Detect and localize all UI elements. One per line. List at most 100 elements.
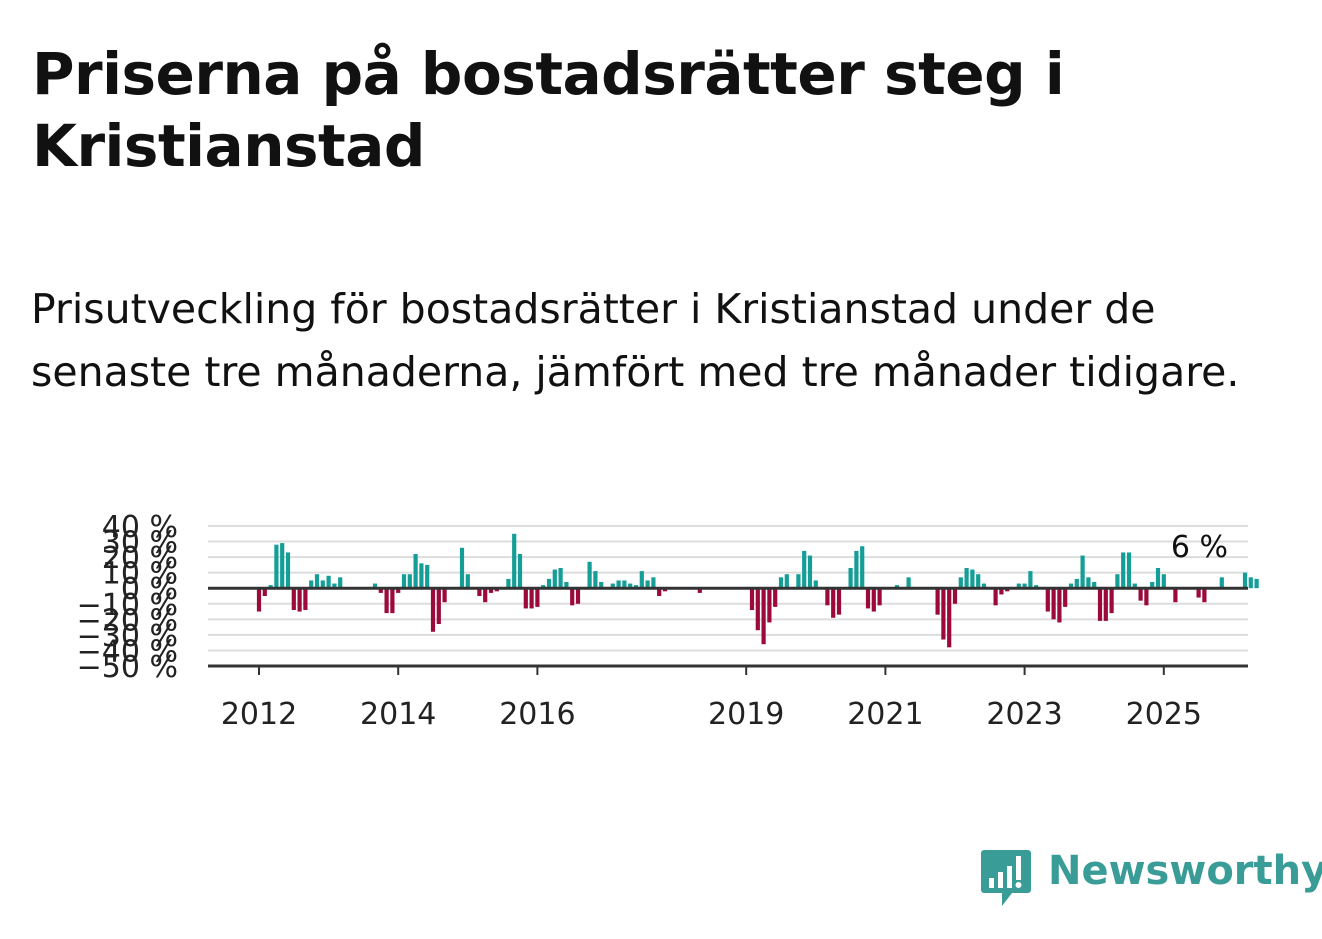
y-tick-label: −20 % — [77, 603, 178, 638]
bar — [1173, 588, 1178, 603]
bar — [1022, 583, 1027, 589]
bar — [465, 574, 470, 589]
bar — [993, 588, 998, 606]
bar — [877, 588, 882, 606]
y-tick-label: 10 % — [102, 557, 178, 592]
bar — [941, 588, 946, 640]
bar — [610, 583, 615, 589]
bar — [999, 588, 1004, 595]
bar — [778, 577, 784, 589]
bar — [947, 588, 952, 648]
bar — [1196, 588, 1201, 598]
bar — [575, 588, 581, 604]
bar — [419, 563, 424, 589]
bar — [906, 577, 911, 589]
bar — [1109, 588, 1114, 614]
x-axis: 2012 2014 2016 2019 2021 2023 2025 — [221, 666, 1202, 732]
bar — [309, 580, 314, 589]
bar — [517, 554, 523, 589]
bar — [274, 544, 279, 589]
bar — [662, 588, 668, 592]
bar — [1126, 552, 1132, 589]
bar — [541, 585, 546, 589]
bar — [639, 571, 644, 589]
bar — [1121, 552, 1126, 589]
y-tick-label: 40 % — [102, 510, 178, 545]
bar — [558, 568, 563, 589]
bar — [378, 588, 383, 593]
bar — [802, 550, 807, 589]
bar — [529, 588, 534, 609]
bar — [477, 588, 482, 596]
bar — [459, 547, 465, 589]
newsworthy-logo-icon — [981, 850, 1031, 906]
bar — [285, 552, 291, 589]
bar — [1138, 588, 1143, 601]
bar — [494, 588, 499, 592]
bar — [1028, 571, 1033, 589]
y-axis-labels: 40 %30 %20 %10 %0 %−10 %−20 %−30 %−40 %−… — [77, 510, 178, 685]
x-tick-label: 2019 — [708, 697, 784, 732]
bar — [413, 554, 418, 589]
bar — [622, 580, 627, 589]
bar — [1132, 583, 1137, 589]
bar — [1150, 582, 1155, 589]
bar — [291, 588, 296, 610]
bar — [981, 583, 987, 589]
bar — [1051, 588, 1056, 620]
bar — [761, 588, 766, 645]
y-tick-label: −10 % — [77, 588, 178, 623]
bar — [407, 574, 412, 589]
bar — [697, 588, 702, 593]
bar — [831, 588, 836, 618]
x-tick-label: 2016 — [499, 697, 575, 732]
bar — [303, 588, 308, 610]
bar — [262, 588, 267, 596]
bar — [599, 582, 604, 589]
bar — [1063, 588, 1068, 607]
bar — [749, 588, 755, 610]
bar — [320, 580, 325, 589]
bar — [512, 533, 517, 589]
bar — [1097, 588, 1103, 621]
bar — [1161, 574, 1166, 589]
bar — [773, 588, 778, 607]
bar — [1045, 588, 1050, 612]
bar — [384, 588, 389, 614]
bar — [593, 571, 598, 589]
bar — [970, 569, 975, 589]
x-tick-label: 2021 — [847, 697, 923, 732]
bar — [1057, 588, 1062, 623]
bar — [807, 555, 813, 589]
bar — [813, 580, 818, 589]
bar — [570, 588, 575, 606]
bar — [958, 577, 963, 589]
bar — [616, 580, 621, 589]
bar — [755, 588, 760, 631]
bar — [645, 580, 650, 589]
bar — [1155, 568, 1161, 589]
bar — [332, 583, 337, 589]
bar — [1005, 588, 1010, 592]
bar — [1016, 583, 1021, 589]
x-tick-label: 2012 — [221, 697, 297, 732]
bar — [836, 588, 842, 615]
page-subtitle: Prisutveckling för bostadsrätter i Krist… — [31, 285, 1240, 396]
last-value-label: 6 % — [1171, 530, 1228, 565]
bar — [1103, 588, 1108, 621]
bar — [1034, 585, 1039, 589]
bar — [314, 574, 320, 589]
brand-name: Newsworthy — [1048, 848, 1322, 894]
page-title: Priserna på bostadsrätter steg i Kristia… — [32, 40, 1065, 180]
bar — [546, 578, 552, 589]
bar — [952, 588, 958, 604]
bar — [401, 574, 407, 589]
bar — [628, 583, 633, 589]
y-tick-label: 0 % — [121, 572, 178, 607]
bar — [268, 585, 273, 589]
bar — [1068, 583, 1074, 589]
bar — [1074, 578, 1079, 589]
bar — [1248, 577, 1253, 589]
bar — [1254, 578, 1259, 589]
bar — [430, 588, 436, 632]
